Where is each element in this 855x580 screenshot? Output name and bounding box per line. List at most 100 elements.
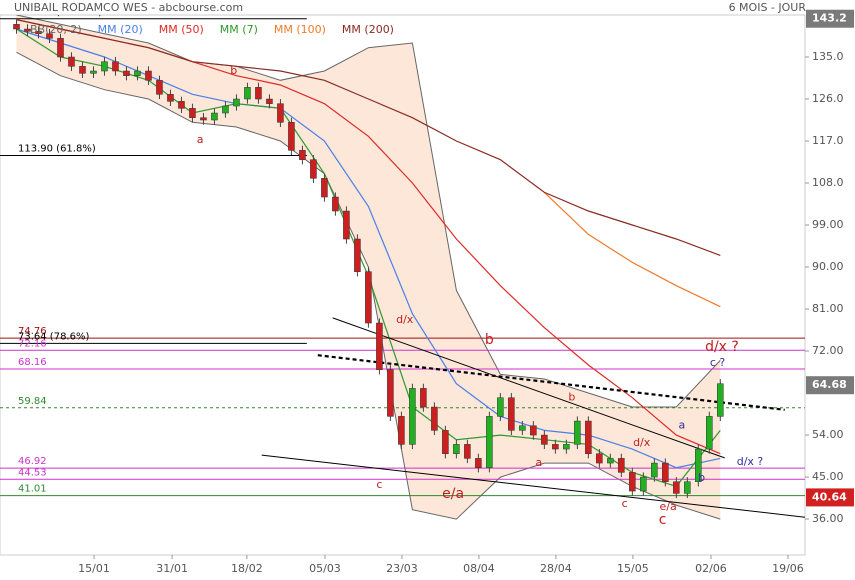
annotation: e/a [659,500,676,513]
annotation: a [678,419,685,432]
candle-body [79,66,86,74]
legend-entry: BB(20, 2) [30,23,82,36]
annotation: c [376,478,382,491]
candle-body [684,481,691,494]
candle-body [35,31,42,34]
legend-entry: MM (7) [220,23,258,36]
x-tick-label: 15/05 [617,562,649,575]
legend-entry: MM (20) [98,23,143,36]
moving-average [16,19,721,256]
candle-body [475,458,482,468]
candle-body [244,87,251,100]
candle-body [530,425,537,436]
x-tick-label: 05/03 [309,562,341,575]
price-marker-label: 40.64 [812,490,847,503]
y-tick-label: 36.00 [812,512,844,525]
candle-body [134,70,141,76]
candle-body [453,444,460,454]
moving-average [16,28,721,469]
candle-body [277,103,284,123]
candle-body [552,444,559,450]
price-marker-box [806,488,854,507]
y-tick-label: 108.0 [812,176,844,189]
candle-body [255,87,262,100]
x-tick-label: 15/01 [78,562,110,575]
y-tick-label: 117.0 [812,134,844,147]
candle-body [24,28,31,32]
legend-entry: MM (100) [274,23,326,36]
candle-body [299,150,306,160]
x-tick-label: 08/04 [463,562,495,575]
candle-body [541,434,548,445]
price-marker-label: 64.68 [812,378,847,391]
candle-body [464,444,471,459]
annotation: d/x [396,313,414,326]
level-label: 59.84 [18,396,47,407]
moving-average [543,191,721,308]
candle-body [288,122,295,151]
level-label: 41.01 [18,484,47,495]
annotation: d/x [633,436,651,449]
y-tick-label: 72.00 [812,344,844,357]
candle-body [112,61,119,72]
candle-body [585,420,592,454]
x-tick-label: 18/02 [231,562,263,575]
x-tick-label: 02/06 [695,562,727,575]
candle-body [266,98,273,104]
price-marker-box [806,9,854,28]
candle-body [618,458,625,473]
candle-body [497,397,504,417]
candle-body [662,462,669,482]
candle-body [13,24,20,30]
candle-body [574,420,581,445]
y-tick-label: 81.00 [812,302,844,315]
y-tick-label: 90.00 [812,260,844,273]
level-label: 113.90 (61.8%) [18,143,96,154]
level-label: 46.92 [18,456,47,467]
candle-body [310,159,317,179]
annotation: b [568,391,575,404]
y-tick-label: 126.0 [812,92,844,105]
candle-body [695,448,702,482]
annotation: e/a [442,486,464,502]
trendline [261,454,805,518]
annotation: c [622,497,628,510]
band-line [16,15,721,408]
candle-body [167,94,174,102]
candle-body [189,108,196,118]
candle-body [717,383,724,417]
candle-body [354,238,361,272]
candle-body [519,425,526,431]
level-label: 44.53 [18,467,47,478]
band-line [16,51,721,520]
x-tick-label: 19/06 [772,562,804,575]
level-label: 73.64 (78.6%) [18,331,89,342]
candle-body [145,70,152,81]
candle-body [178,101,185,109]
level-label: 143.19 (100.0%) [18,7,102,18]
candle-body [200,117,207,121]
level-label: 68.16 [18,357,47,368]
y-tick-label: 135.0 [812,50,844,63]
candle-body [387,369,394,417]
candle-body [706,416,713,450]
x-tick-label: 28/04 [540,562,572,575]
candle-body [222,105,229,114]
annotation: b [698,471,705,484]
candle-body [486,416,493,468]
candle-body [123,70,130,76]
candle-body [420,388,427,408]
level-label: 72.16 [18,338,47,349]
candle-body [651,462,658,478]
candle-body [46,33,53,39]
candle-body [156,80,163,95]
annotation: b [230,64,237,77]
candle-body [376,322,383,370]
annotation: c [659,512,667,528]
candle-body [211,112,218,121]
candle-body [101,61,108,72]
candle-body [90,70,97,74]
candle-body [596,453,603,464]
candle-body [57,38,64,58]
